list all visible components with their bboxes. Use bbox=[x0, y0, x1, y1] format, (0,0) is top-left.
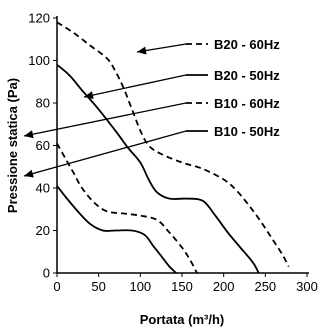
y-tick-label: 40 bbox=[36, 181, 50, 196]
legend-label-b10-50hz: B10 - 50Hz bbox=[214, 124, 280, 139]
legend-label-b20-60hz: B20 - 60Hz bbox=[214, 37, 280, 52]
y-tick-label: 60 bbox=[36, 138, 50, 153]
x-tick-label: 150 bbox=[171, 279, 193, 294]
y-tick-label: 0 bbox=[43, 266, 50, 281]
y-tick-label: 120 bbox=[28, 11, 50, 26]
legend-arrowhead-b20-50hz bbox=[84, 91, 94, 100]
y-ticks: 0 20 40 60 80 100 120 bbox=[28, 11, 57, 281]
curve-b10-50hz bbox=[56, 185, 177, 274]
legend-arrow-b10-50hz bbox=[23, 130, 187, 177]
plot-area: 0 50 100 150 200 250 300 0 20 40 60 80 100 120 B20 -… bbox=[23, 11, 318, 294]
x-tick-label: 300 bbox=[296, 279, 318, 294]
x-tick-label: 100 bbox=[129, 279, 151, 294]
legend-arrow-b20-50hz bbox=[83, 74, 187, 98]
legend: B20 - 60Hz B20 - 50Hz B10 - 60Hz B10 - 50Hz bbox=[23, 37, 280, 178]
curves bbox=[56, 21, 290, 274]
y-tick-label: 100 bbox=[28, 53, 50, 68]
y-tick-label: 20 bbox=[36, 223, 50, 238]
legend-arrowhead-b20-60hz bbox=[137, 46, 147, 55]
curve-b10-60hz bbox=[56, 142, 198, 274]
legend-arrowhead-b10-60hz bbox=[24, 130, 34, 139]
curve-b20-60hz bbox=[56, 21, 290, 268]
y-tick-label: 80 bbox=[36, 96, 50, 111]
x-tick-label: 250 bbox=[254, 279, 276, 294]
legend-arrow-b10-60hz bbox=[23, 102, 187, 137]
legend-label-b20-50hz: B20 - 50Hz bbox=[214, 68, 280, 83]
x-tick-label: 0 bbox=[53, 279, 60, 294]
y-axis-title: Pressione statica (Pa) bbox=[5, 78, 20, 213]
legend-label-b10-60hz: B10 - 60Hz bbox=[214, 96, 280, 111]
curve-b20-50hz bbox=[56, 64, 260, 274]
legend-arrowhead-b10-50hz bbox=[24, 169, 34, 178]
x-axis-title: Portata (m³/h) bbox=[140, 312, 225, 327]
x-ticks: 0 50 100 150 200 250 300 bbox=[53, 273, 318, 294]
x-tick-label: 50 bbox=[91, 279, 105, 294]
x-tick-label: 200 bbox=[213, 279, 235, 294]
